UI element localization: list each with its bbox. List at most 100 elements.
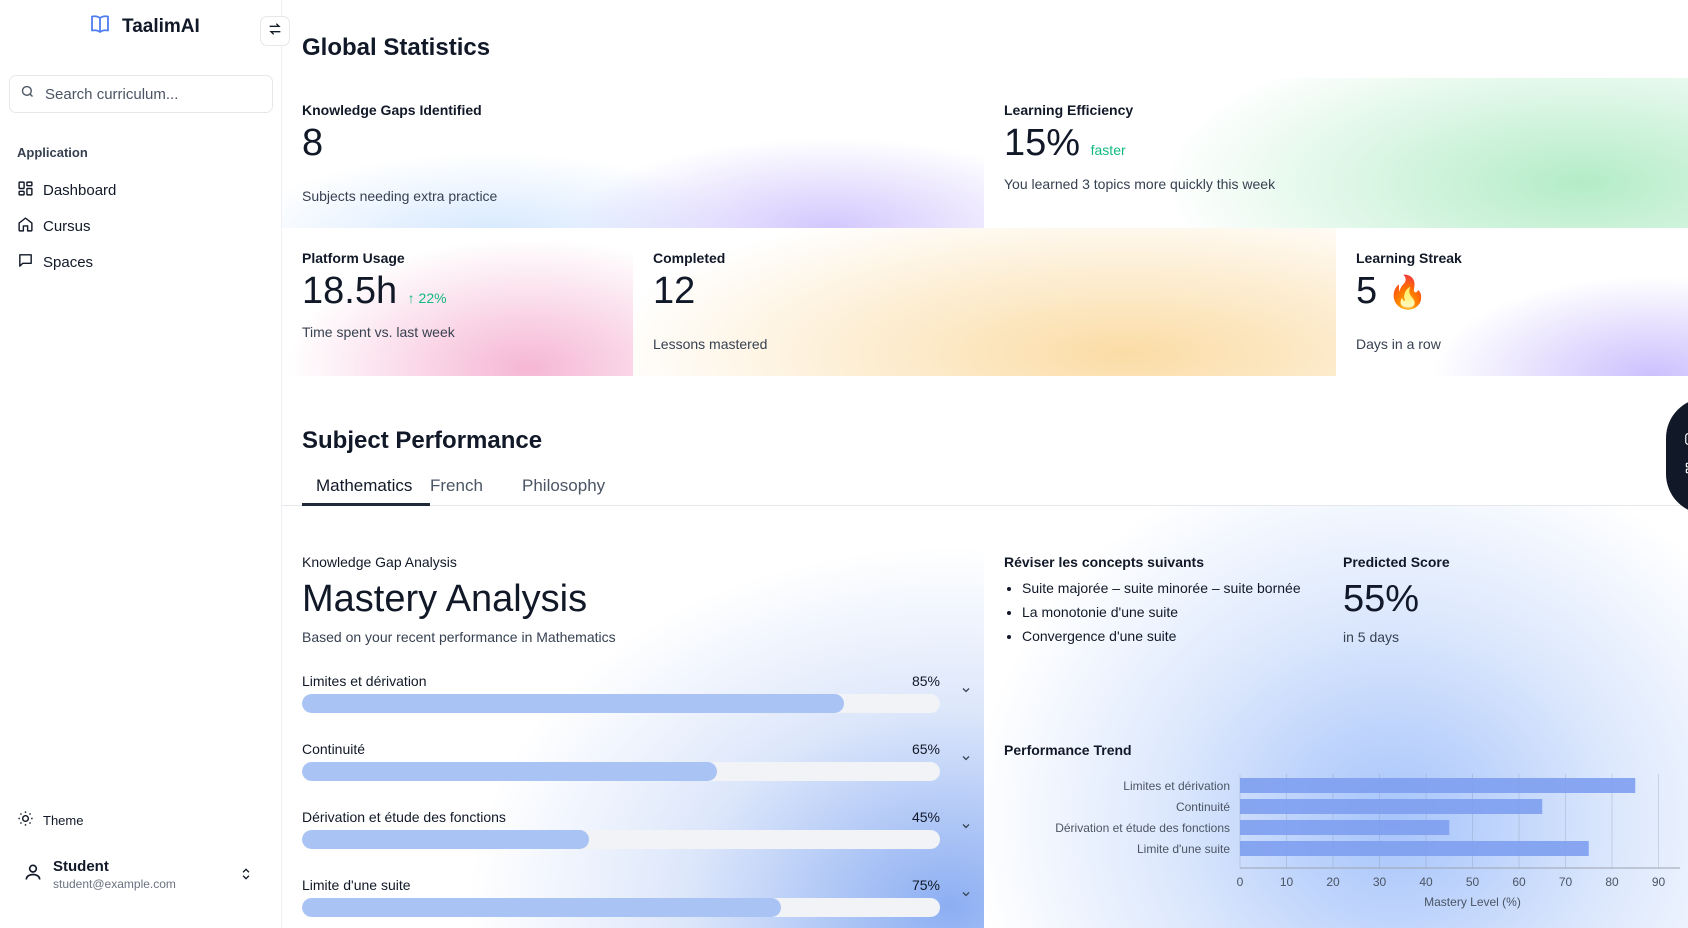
stat-value: 12 [653, 270, 696, 312]
search-input[interactable] [45, 85, 255, 103]
y-tick-label: Limite d'une suite [1137, 842, 1230, 856]
stat-card-platform-usage: Platform Usage 18.5h ↑ 22% Time spent vs… [282, 228, 633, 376]
review-title: Réviser les concepts suivants [1004, 554, 1204, 570]
stat-sub: You learned 3 topics more quickly this w… [1004, 176, 1276, 192]
brand[interactable]: TaalimAI [88, 12, 200, 41]
chart-bar [1240, 778, 1636, 793]
stat-value-row: 18.5h ↑ 22% [302, 270, 447, 313]
fire-icon: 🔥 [1387, 274, 1428, 310]
user-menu[interactable]: Student student@example.com [23, 858, 263, 891]
x-tick-label: 80 [1605, 875, 1619, 889]
progress-fill [302, 898, 781, 917]
progress-track [302, 830, 940, 849]
apps-icon[interactable] [1684, 461, 1688, 480]
x-tick-label: 40 [1419, 875, 1433, 889]
stat-value: 8 [302, 122, 324, 164]
review-list: Suite majorée – suite minorée – suite bo… [1022, 580, 1301, 652]
topic-name: Limites et dérivation [302, 673, 427, 689]
theme-label: Theme [43, 812, 84, 828]
stat-sub: Days in a row [1356, 336, 1441, 352]
user-info: Student student@example.com [53, 858, 176, 891]
progress-fill [302, 762, 717, 781]
section-title: Subject Performance [302, 427, 543, 454]
swap-arrows-icon [267, 21, 283, 42]
sidebar-item-label: Cursus [43, 217, 91, 235]
stat-trend: ↑ 22% [407, 290, 447, 306]
progress-track [302, 694, 940, 713]
user-name: Student [53, 858, 109, 875]
chevrons-up-down-icon [239, 866, 253, 887]
stat-label: Knowledge Gaps Identified [302, 102, 482, 118]
sidebar: TaalimAI Application Dashboard Cursus [0, 0, 282, 928]
stat-card-learning-streak: Learning Streak 5 🔥 Days in a row [1336, 228, 1688, 376]
sidebar-item-cursus[interactable]: Cursus [17, 208, 267, 244]
grid-icon [17, 180, 34, 201]
y-tick-label: Limites et dérivation [1123, 779, 1230, 793]
tab-mathematics[interactable]: Mathematics [316, 476, 413, 495]
stat-card-learning-efficiency: Learning Efficiency 15% faster You learn… [984, 78, 1688, 228]
stat-value: 5 [1356, 270, 1378, 312]
home-icon [17, 216, 34, 237]
sidebar-item-label: Spaces [43, 253, 94, 271]
page-title: Global Statistics [302, 34, 491, 61]
stat-value: 15% [1004, 122, 1081, 164]
stat-sub: Time spent vs. last week [302, 324, 455, 340]
analysis-label: Knowledge Gap Analysis [302, 554, 457, 570]
stat-label: Learning Streak [1356, 250, 1462, 266]
trend-title: Performance Trend [1004, 742, 1132, 758]
topic-percent: 85% [911, 673, 940, 689]
review-item: Suite majorée – suite minorée – suite bo… [1022, 580, 1301, 604]
x-tick-label: 20 [1326, 875, 1340, 889]
stat-card-knowledge-gaps: Knowledge Gaps Identified 8 Subjects nee… [282, 78, 984, 228]
nav-group-label: Application [17, 145, 88, 160]
app-name: TaalimAI [122, 15, 200, 37]
topic-name: Dérivation et étude des fonctions [302, 809, 506, 825]
plus-box-icon[interactable] [1684, 432, 1688, 451]
sidebar-item-spaces[interactable]: Spaces [17, 244, 267, 280]
topic-name: Limite d'une suite [302, 877, 411, 893]
chevron-down-icon[interactable] [960, 751, 972, 769]
user-icon [23, 861, 43, 888]
stat-card-completed: Completed 12 Lessons mastered [633, 228, 1336, 376]
chevron-down-icon[interactable] [960, 819, 972, 837]
x-tick-label: 60 [1512, 875, 1526, 889]
stat-sub: Subjects needing extra practice [302, 188, 498, 204]
theme-toggle[interactable]: Theme [17, 810, 83, 830]
stat-value-row: 15% faster [1004, 122, 1126, 165]
chevron-down-icon[interactable] [960, 683, 972, 701]
predicted-score-sub: in 5 days [1343, 629, 1400, 645]
search-box[interactable] [9, 75, 273, 113]
x-tick-label: 0 [1237, 875, 1244, 889]
subject-tabs: Mathematics French Philosophy [282, 470, 1688, 506]
sidebar-item-dashboard[interactable]: Dashboard [17, 172, 267, 208]
stat-value-row: 5 🔥 [1356, 270, 1428, 313]
progress-track [302, 898, 940, 917]
stat-label: Platform Usage [302, 250, 405, 266]
predicted-score-label: Predicted Score [1343, 554, 1450, 570]
analysis-title: Mastery Analysis [302, 578, 588, 620]
y-tick-label: Dérivation et étude des fonctions [1055, 821, 1230, 835]
progress-track [302, 762, 940, 781]
chevron-down-icon[interactable] [960, 887, 972, 905]
stat-value: 18.5h [302, 270, 398, 312]
progress-fill [302, 830, 590, 849]
topic-percent: 65% [911, 741, 940, 757]
sidebar-nav: Dashboard Cursus Spaces [17, 172, 267, 280]
analysis-subtitle: Based on your recent performance in Math… [302, 629, 616, 645]
topic-percent: 75% [911, 877, 940, 893]
insights-panel-bg [984, 506, 1688, 928]
chart-bar [1240, 820, 1450, 835]
floating-tools-widget[interactable] [1666, 398, 1688, 514]
user-email: student@example.com [53, 877, 176, 891]
x-axis-label: Mastery Level (%) [1424, 895, 1521, 909]
topic-name: Continuité [302, 741, 366, 757]
review-item: La monotonie d'une suite [1022, 604, 1301, 628]
tab-french[interactable]: French [430, 476, 483, 495]
sidebar-toggle-button[interactable] [260, 16, 290, 46]
active-tab-indicator [302, 503, 430, 506]
progress-fill [302, 694, 845, 713]
sun-icon [17, 810, 34, 830]
x-tick-label: 30 [1373, 875, 1387, 889]
tab-philosophy[interactable]: Philosophy [522, 476, 606, 495]
review-item: Convergence d'une suite [1022, 628, 1301, 652]
